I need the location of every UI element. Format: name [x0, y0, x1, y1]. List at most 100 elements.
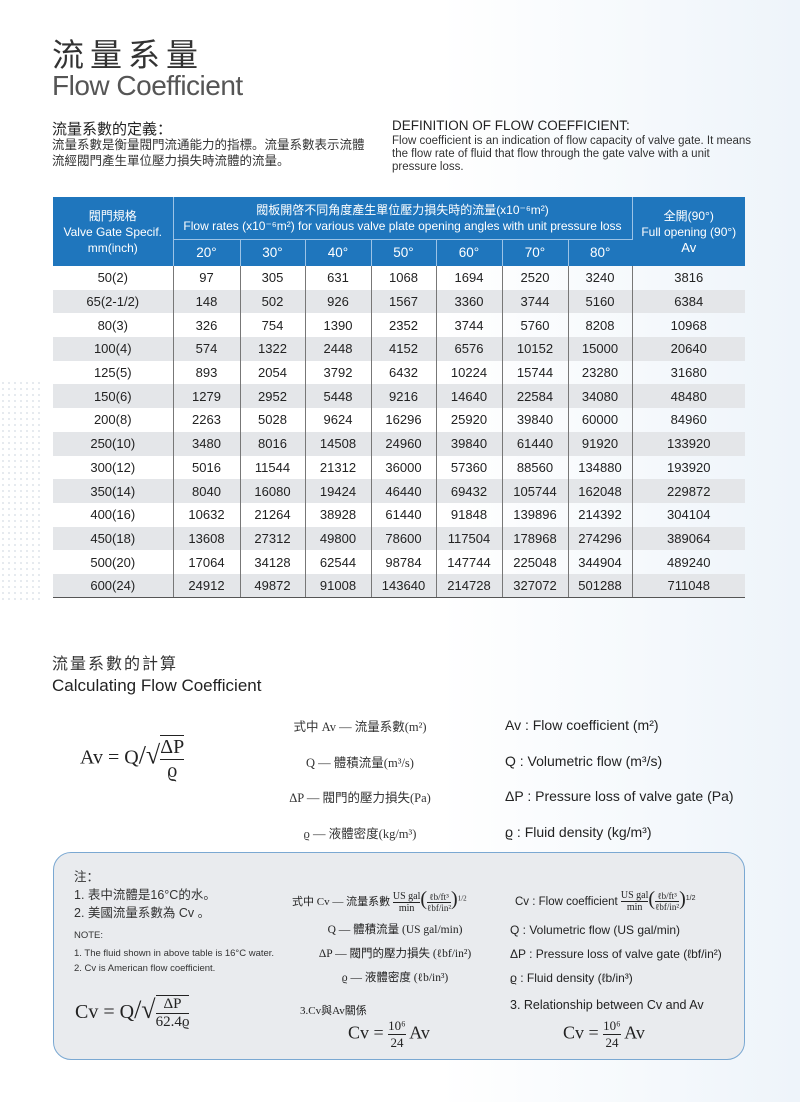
- flow-value-cell: 21264: [240, 502, 306, 527]
- relation-heading-en: 3. Relationship between Cv and Av: [510, 998, 704, 1012]
- flow-value-cell: 10968: [670, 317, 707, 333]
- cv-legend-zh: Q — 體積流量 (US gal/min) ΔP — 閥門的壓力損失 (ℓbf/i…: [318, 924, 472, 984]
- flow-value-cell: 39840: [436, 431, 503, 456]
- table-row: 125(5) 893 2054 3792 6432 10224 15744 23280 3168…: [53, 360, 745, 385]
- flow-value-cell: 22584: [502, 384, 569, 409]
- flow-value-cell: 17064: [173, 550, 241, 574]
- cv-def-zh: 式中 Cv — 流量系數 US gal min(ℓb/ft³ ℓbf/in²)1/2: [292, 888, 467, 914]
- flow-value-cell: 631: [305, 266, 372, 290]
- valve-size-cell: 65(2-1/2): [53, 289, 174, 314]
- flow-value-cell: 2054: [240, 360, 306, 385]
- flow-value-cell: 5448: [305, 384, 372, 409]
- flow-value-cell: 8208: [568, 313, 633, 338]
- flow-value-cell: 25920: [436, 408, 503, 432]
- header-valve-spec: 閥門規格 Valve Gate Specif. mm(inch): [53, 197, 174, 266]
- flow-value-cell: 8016: [240, 431, 306, 456]
- valve-size-cell: 500(20): [53, 550, 174, 574]
- flow-value-cell: 98784: [371, 550, 437, 574]
- valve-size-cell: 400(16): [53, 502, 174, 527]
- table-row: 200(8) 2263 5028 9624 16296 25920 39840 60000 84…: [53, 408, 745, 432]
- flow-value-cell: 2352: [371, 313, 437, 338]
- cv-formula: Cv = Q/√ ΔP 62.4ϱ: [75, 995, 190, 1031]
- flow-value-cell: 3360: [436, 289, 503, 314]
- flow-value-cell: 3792: [305, 360, 372, 385]
- table-row: 150(6) 1279 2952 5448 9216 14640 22584 34080 484…: [53, 384, 745, 409]
- note-en: NOTE: 1. The fluid shown in above table i…: [74, 930, 275, 974]
- flow-value-cell: 1567: [371, 289, 437, 314]
- flow-value-cell: 5016: [173, 455, 241, 480]
- table-row: 65(2-1/2) 148 502 926 1567 3360 3744 5160 6384: [53, 289, 745, 314]
- calc-heading-zh: 流量系數的計算: [52, 654, 179, 673]
- flow-value-cell: 3480: [173, 431, 241, 456]
- flow-coefficient-table: 閥門規格 Valve Gate Specif. mm(inch) 閥板開啓不同角度產…: [53, 197, 745, 599]
- flow-value-cell: 24912: [173, 573, 241, 599]
- flow-value-cell: 62544: [305, 550, 372, 574]
- flow-value-cell: 1068: [371, 266, 437, 290]
- flow-value-cell: 14640: [436, 384, 503, 409]
- flow-value-cell: 502: [240, 289, 306, 314]
- flow-value-cell: 6576: [436, 337, 503, 361]
- flow-value-cell: 38928: [305, 502, 372, 527]
- flow-value-cell: 117504: [436, 526, 503, 551]
- table-row: 500(20) 17064 34128 62544 98784 147744 225048 3…: [53, 550, 745, 574]
- flow-value-cell: 305: [240, 266, 306, 290]
- flow-value-cell: 10632: [173, 502, 241, 527]
- flow-value-cell: 1279: [173, 384, 241, 409]
- cv-def-en: Cv : Flow coefficient US gal min(ℓb/ft³ ℓb…: [515, 888, 696, 914]
- flow-value-cell: 78600: [371, 526, 437, 551]
- flow-value-cell: 3744: [436, 313, 503, 338]
- valve-size-cell: 200(8): [53, 408, 174, 432]
- flow-value-cell: 5160: [568, 289, 633, 314]
- flow-value-cell: 133920: [632, 431, 745, 456]
- header-angle: 50°: [371, 238, 437, 266]
- table-row: 450(18) 13608 27312 49800 78600 117504 178968 2…: [53, 526, 745, 551]
- definition-text-zh: 流量系數是衡量閥門流通能力的指標。流量系數表示流體流經閥門產生單位壓力損失時流體…: [52, 137, 365, 168]
- flow-value-cell: 2448: [305, 337, 372, 361]
- flow-value-cell: 3240: [568, 266, 633, 290]
- table-row: 80(3) 326 754 1390 2352 3744 5760 8208 10968: [53, 313, 745, 338]
- flow-value-cell: 1390: [305, 313, 372, 338]
- flow-value-cell: 9216: [371, 384, 437, 409]
- table-row: 350(14) 8040 16080 19424 46440 69432 105744 162…: [53, 479, 745, 503]
- flow-value-cell: 21312: [305, 455, 372, 480]
- valve-size-cell: 50(2): [53, 266, 174, 290]
- definition-heading-en: DEFINITION OF FLOW COEFFICIENT:: [392, 118, 630, 133]
- flow-value-cell: 48480: [632, 384, 745, 409]
- valve-size-cell: 250(10): [53, 431, 174, 456]
- flow-value-cell: 2520: [502, 266, 569, 290]
- header-angle: 30°: [240, 238, 306, 266]
- flow-value-cell: 214392: [568, 502, 633, 527]
- header-angle: 40°: [305, 238, 372, 266]
- flow-value-cell: 9624: [305, 408, 372, 432]
- table-row: 250(10) 3480 8016 14508 24960 39840 61440 91920…: [53, 431, 745, 456]
- relation-heading-zh: 3.Cv與Av關係: [300, 1005, 367, 1017]
- flow-value-cell: 5760: [502, 313, 569, 338]
- page-title-en: Flow Coefficient: [52, 70, 243, 101]
- flow-value-cell: 97: [173, 266, 241, 290]
- flow-value-cell: 926: [305, 289, 372, 314]
- flow-value-cell: 36000: [371, 455, 437, 480]
- flow-value-cell: 60000: [568, 408, 633, 432]
- page-title-zh: 流量系量: [52, 36, 205, 74]
- note-box: [53, 852, 745, 1060]
- flow-value-cell: 214728: [436, 573, 503, 599]
- flow-value-cell: 88560: [502, 455, 569, 480]
- flow-value-cell: 225048: [502, 550, 569, 574]
- relation-formula-zh: Cv = 10⁶ 24 Av: [348, 1018, 430, 1050]
- flow-value-cell: 389064: [632, 526, 745, 551]
- flow-value-cell: 229872: [632, 479, 745, 503]
- flow-value-cell: 61440: [502, 431, 569, 456]
- flow-value-cell: 16080: [240, 479, 306, 503]
- relation-formula-en: Cv = 10⁶ 24 Av: [563, 1018, 645, 1050]
- flow-value-cell: 4152: [371, 337, 437, 361]
- flow-value-cell: 20640: [632, 337, 745, 361]
- flow-value-cell: 23280: [568, 360, 633, 385]
- flow-value-cell: 19424: [305, 479, 372, 503]
- flow-value-cell: 2263: [173, 408, 241, 432]
- header-flow-rates: 閥板開啓不同角度產生單位壓力損失時的流量(x10⁻⁶m²) Flow rates …: [173, 197, 633, 239]
- table-row: 400(16) 10632 21264 38928 61440 91848 139896 21…: [53, 502, 745, 527]
- flow-value-cell: 274296: [568, 526, 633, 551]
- flow-value-cell: 326: [173, 313, 241, 338]
- flow-value-cell: 134880: [568, 455, 633, 480]
- definition-text-en: Flow coefficient is an indication of flo…: [392, 135, 752, 173]
